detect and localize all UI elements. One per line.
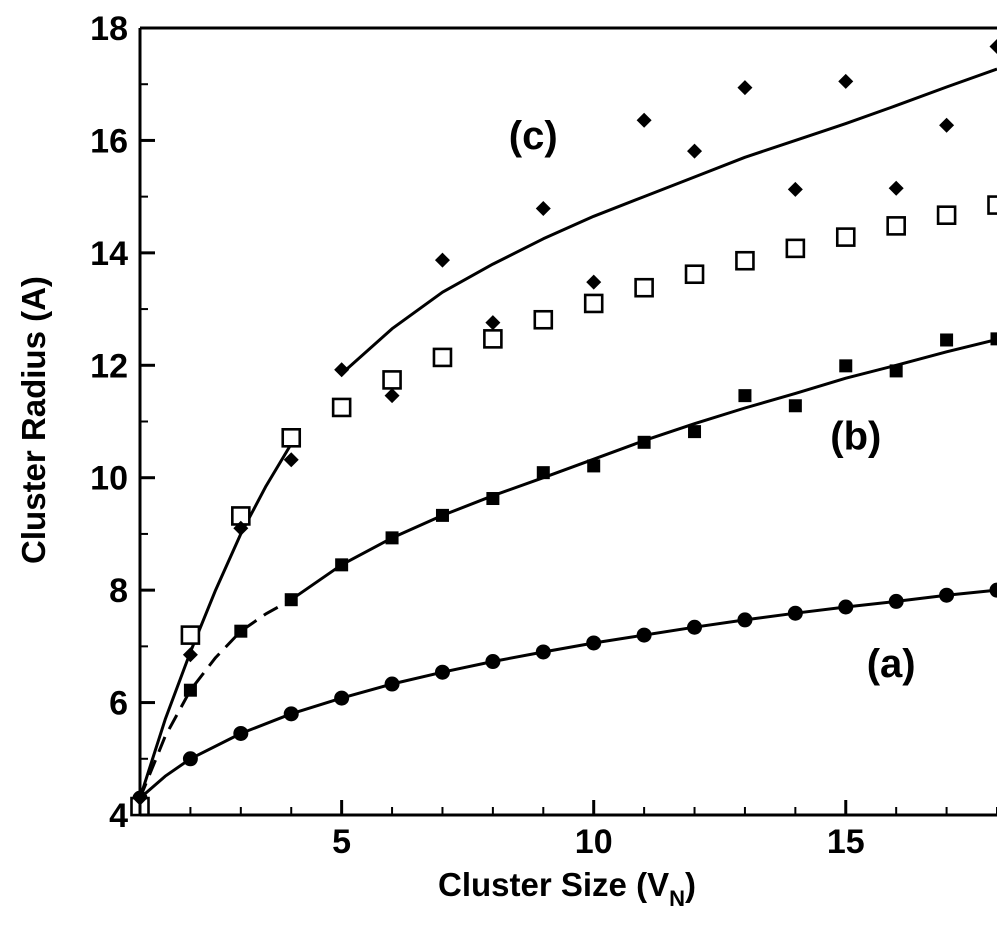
diamond-point: [385, 388, 400, 403]
filled-square-point: [789, 399, 802, 412]
y-tick-label: 14: [90, 235, 128, 273]
filled-square-point: [386, 531, 399, 544]
open-square-point: [837, 229, 854, 246]
circle-point: [939, 588, 954, 603]
diamond-point: [435, 253, 450, 268]
y-tick-label: 4: [109, 797, 128, 835]
y-axis-title: Cluster Radius (A): [15, 276, 52, 564]
diamond-point: [485, 315, 500, 330]
circle-point: [889, 594, 904, 609]
diamond-point: [637, 113, 652, 128]
filled-square-point: [335, 558, 348, 571]
diamond-point: [889, 181, 904, 196]
open-square-point: [535, 311, 552, 328]
open-square-point: [938, 207, 955, 224]
open-square-point: [484, 330, 501, 347]
circle-point: [385, 677, 400, 692]
y-tick-label: 10: [90, 460, 128, 498]
circle-point: [334, 691, 349, 706]
filled-square-point: [940, 333, 953, 346]
diamond-point: [183, 647, 198, 662]
curve-annotation: (b): [830, 415, 881, 459]
tick-labels: 4 6 8 10 12 14 16 18 5 10 15: [90, 10, 865, 861]
curve-annotation: (c): [509, 114, 558, 158]
circle-point: [838, 600, 853, 615]
filled-square-point: [688, 425, 701, 438]
y-tick-label: 18: [90, 10, 128, 48]
filled-square-point: [638, 436, 651, 449]
filled-square-point: [285, 593, 298, 606]
x-tick-label: 15: [827, 823, 865, 861]
circle-point: [536, 644, 551, 659]
filled-square-point: [184, 684, 197, 697]
y-tick-label: 8: [109, 572, 128, 610]
open-square-point: [585, 295, 602, 312]
open-square-point: [384, 371, 401, 388]
fit-line: [140, 600, 291, 798]
open-square-point: [989, 197, 997, 214]
circle-point: [233, 726, 248, 741]
circle-point: [586, 635, 601, 650]
filled-square-point: [991, 332, 997, 345]
y-tick-label: 6: [109, 685, 128, 723]
filled-square-point: [890, 364, 903, 377]
filled-square-point: [537, 466, 550, 479]
curve-annotation: (a): [867, 642, 916, 686]
circle-point: [183, 751, 198, 766]
open-square-point: [283, 429, 300, 446]
open-square-point: [434, 349, 451, 366]
diamond-point: [586, 275, 601, 290]
diamond-point: [687, 144, 702, 159]
diamond-point: [737, 80, 752, 95]
diamond-point: [788, 182, 803, 197]
y-tick-label: 12: [90, 347, 128, 385]
x-axis-title: Cluster Size (VN): [438, 866, 696, 911]
diamond-point: [838, 74, 853, 89]
diamond-point: [939, 118, 954, 133]
circle-point: [435, 665, 450, 680]
circle-point: [788, 606, 803, 621]
circle-point: [737, 612, 752, 627]
fit-line: [140, 590, 997, 798]
circle-point: [990, 583, 997, 598]
x-tick-label: 10: [575, 823, 613, 861]
filled-square-point: [486, 492, 499, 505]
open-square-point: [182, 627, 199, 644]
filled-square-point: [234, 625, 247, 638]
circle-point: [687, 620, 702, 635]
open-square-point: [636, 279, 653, 296]
circle-point: [637, 628, 652, 643]
open-square-point: [736, 252, 753, 269]
filled-square-point: [738, 389, 751, 402]
diamond-point: [990, 39, 997, 54]
x-tick-label: 5: [332, 823, 351, 861]
circle-point: [284, 706, 299, 721]
diamond-point: [334, 362, 349, 377]
filled-square-point: [587, 459, 600, 472]
annotations: (a) (b) (c): [509, 114, 916, 686]
y-tick-label: 16: [90, 122, 128, 160]
open-square-point: [888, 217, 905, 234]
diamond-point: [536, 201, 551, 216]
filled-square-point: [436, 509, 449, 522]
filled-square-point: [839, 359, 852, 372]
open-square-point: [787, 240, 804, 257]
circle-point: [485, 654, 500, 669]
open-square-point: [333, 399, 350, 416]
open-square-point: [686, 266, 703, 283]
